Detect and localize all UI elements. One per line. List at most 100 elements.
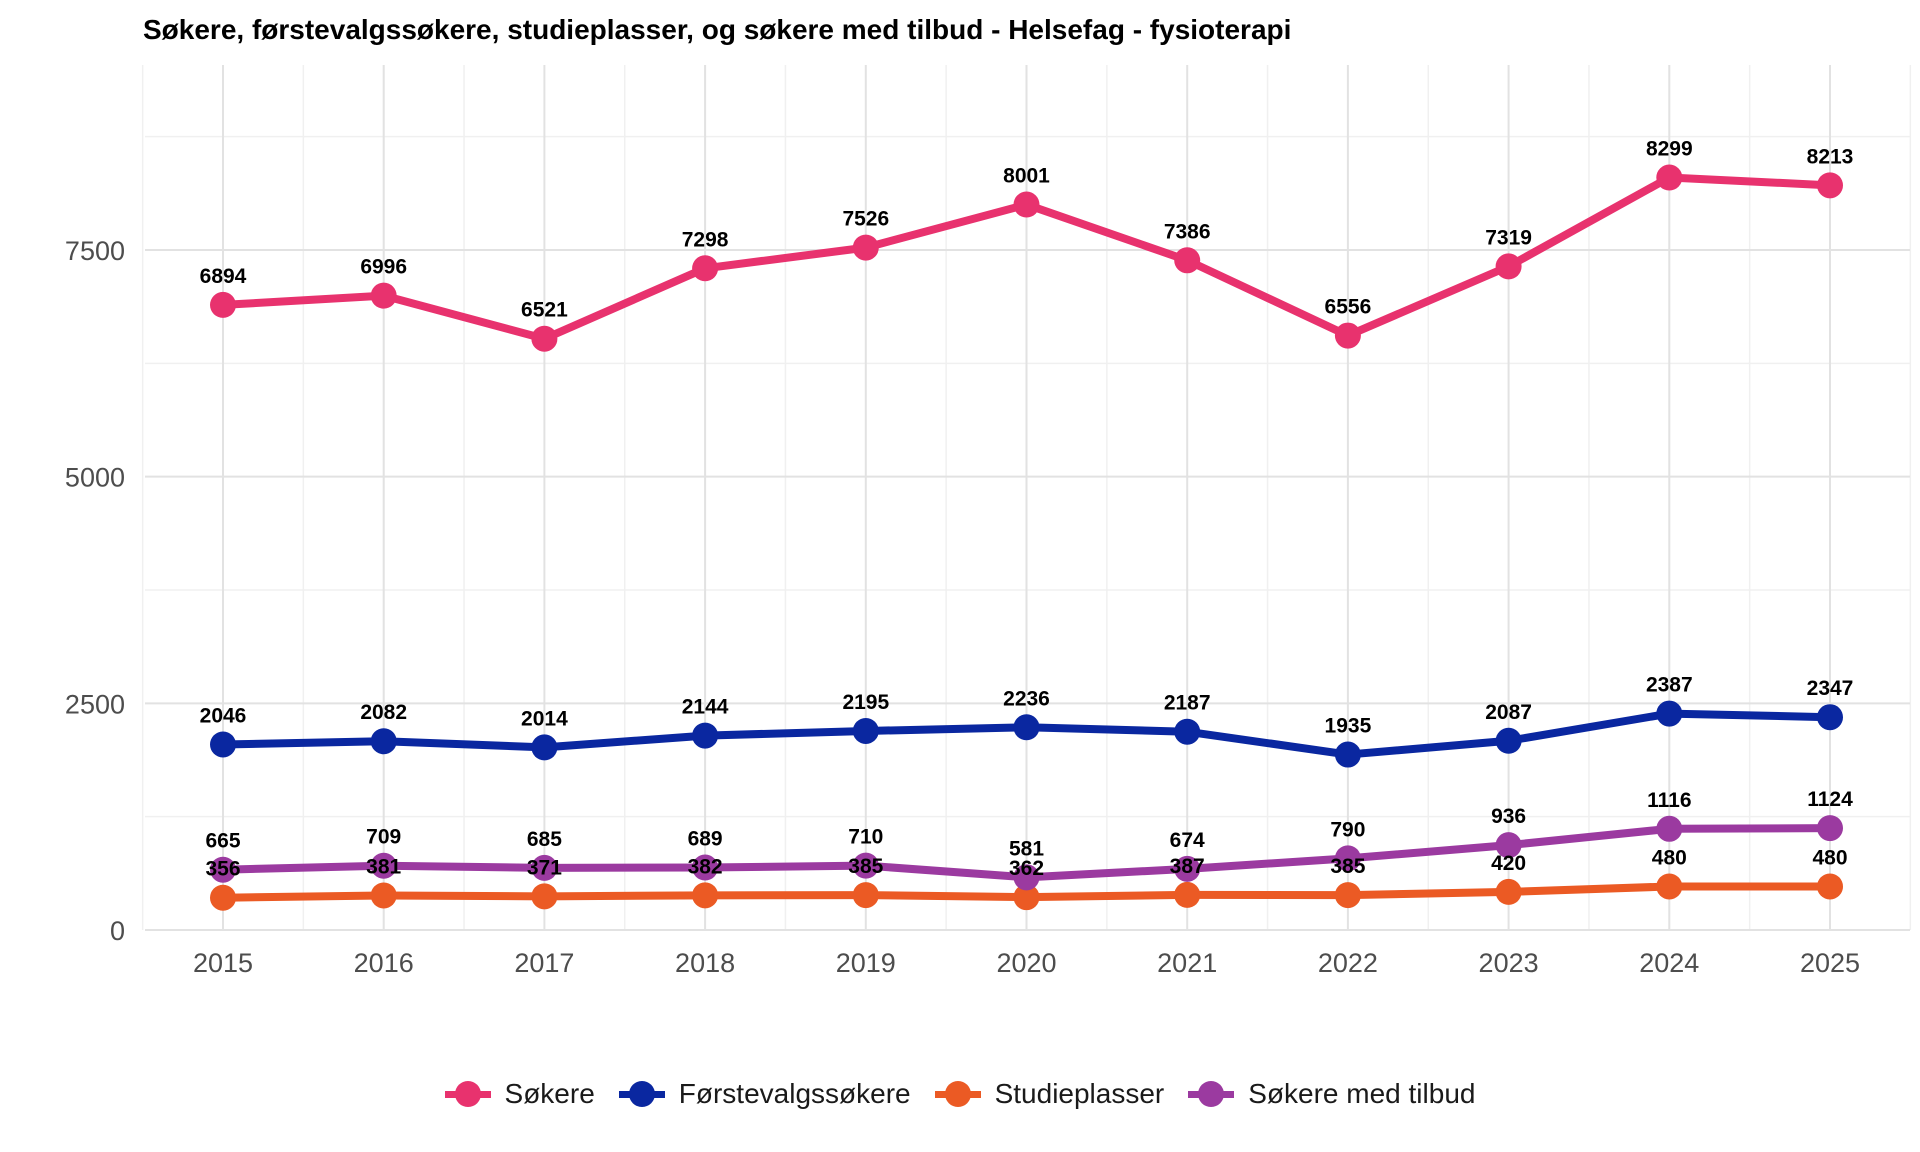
x-tick-label: 2021 — [1157, 948, 1217, 978]
x-tick-label: 2018 — [675, 948, 735, 978]
data-labels: 6894 6996 6521 7298 7526 8001 7386 6556 7319 8299… — [200, 138, 1854, 881]
data-point — [692, 722, 719, 749]
legend-label: Førstevalgssøkere — [678, 1078, 911, 1109]
data-label: 1116 — [1647, 789, 1691, 812]
data-label: 710 — [848, 826, 883, 849]
data-label: 480 — [1812, 846, 1847, 869]
x-axis: 2015 2016 2017 2018 2019 2020 2021 2022 2023 2024… — [193, 948, 1860, 978]
data-point — [1656, 873, 1683, 900]
data-label: 7319 — [1485, 226, 1532, 249]
data-point — [210, 291, 236, 318]
data-point — [1174, 855, 1201, 882]
data-label: 2082 — [360, 701, 407, 724]
y-tick-label: 7500 — [65, 236, 125, 266]
legend-label: Søkere med tilbud — [1248, 1078, 1476, 1109]
data-point — [692, 854, 719, 881]
data-label: 665 — [205, 830, 240, 853]
data-point — [531, 883, 558, 910]
data-point — [852, 852, 879, 879]
data-point — [1817, 172, 1843, 199]
data-label: 381 — [366, 855, 401, 878]
data-point — [1334, 882, 1361, 909]
legend-key — [1188, 1080, 1235, 1108]
data-point — [1013, 864, 1040, 891]
series-points — [210, 164, 1843, 911]
data-point — [531, 325, 558, 352]
data-label: 674 — [1170, 829, 1205, 852]
legend-item: Søkere med tilbud — [1188, 1078, 1475, 1110]
data-label: 2195 — [842, 691, 889, 714]
data-point — [531, 734, 558, 761]
data-point — [692, 882, 719, 909]
data-label: 356 — [205, 858, 240, 881]
data-label: 1935 — [1325, 715, 1372, 738]
data-label: 689 — [688, 828, 723, 851]
data-label: 420 — [1491, 852, 1526, 875]
data-point — [1013, 884, 1040, 911]
legend-key — [934, 1080, 981, 1108]
data-label: 2014 — [521, 707, 568, 730]
data-point — [1334, 322, 1361, 349]
data-point — [1334, 845, 1361, 872]
data-point — [370, 882, 397, 909]
data-label: 581 — [1009, 837, 1044, 860]
data-label: 382 — [688, 855, 723, 878]
x-tick-label: 2020 — [996, 948, 1056, 978]
x-tick-label: 2015 — [193, 948, 253, 978]
data-point — [1817, 873, 1843, 900]
data-label: 936 — [1491, 805, 1526, 828]
data-label: 1124 — [1807, 788, 1853, 811]
x-tick-label: 2025 — [1800, 948, 1860, 978]
data-label: 2087 — [1485, 701, 1532, 724]
x-tick-label: 2017 — [514, 948, 574, 978]
data-point — [1334, 741, 1361, 768]
data-point — [370, 282, 397, 309]
data-label: 8001 — [1003, 165, 1050, 188]
y-axis: 0 2500 5000 7500 — [65, 236, 125, 946]
legend-label: Studieplasser — [994, 1078, 1165, 1109]
y-tick-label: 0 — [110, 916, 125, 946]
y-tick-label: 2500 — [65, 689, 125, 719]
data-point — [1495, 727, 1522, 754]
data-label: 7386 — [1164, 220, 1211, 243]
data-point — [1495, 878, 1522, 905]
data-point — [210, 856, 236, 883]
data-label: 2387 — [1646, 674, 1693, 697]
data-point — [852, 234, 879, 261]
data-point — [1013, 191, 1040, 218]
data-point — [370, 852, 397, 879]
legend: Søkere Førstevalgssøkere Studieplasser Søke… — [0, 1078, 1920, 1110]
data-label: 685 — [527, 828, 562, 851]
data-label: 6556 — [1325, 296, 1372, 319]
data-label: 709 — [366, 826, 401, 849]
data-point — [1656, 164, 1683, 191]
legend-label: Søkere — [504, 1078, 595, 1109]
data-label: 2347 — [1807, 677, 1854, 700]
x-tick-label: 2024 — [1639, 948, 1699, 978]
data-label: 8299 — [1646, 138, 1693, 161]
data-label: 6996 — [360, 256, 407, 279]
x-tick-label: 2019 — [836, 948, 896, 978]
data-point — [370, 728, 397, 755]
data-label: 790 — [1330, 818, 1365, 841]
x-tick-label: 2023 — [1479, 948, 1539, 978]
data-label: 2046 — [200, 704, 247, 727]
legend-item: Studieplasser — [934, 1078, 1165, 1110]
data-point — [210, 884, 236, 911]
legend-item: Førstevalgssøkere — [618, 1078, 911, 1110]
data-point — [692, 255, 719, 282]
data-point — [1495, 832, 1522, 859]
y-tick-label: 5000 — [65, 463, 125, 493]
data-label: 2236 — [1003, 687, 1050, 710]
data-label: 2144 — [682, 696, 729, 719]
data-label: 6894 — [200, 265, 247, 288]
chart-title: Søkere, førstevalgssøkere, studieplasser… — [143, 14, 1292, 45]
data-label: 480 — [1652, 846, 1687, 869]
x-tick-label: 2016 — [354, 948, 414, 978]
line-chart: 0 2500 5000 7500 2015 2016 2017 2018 2019 2020 20… — [65, 65, 1912, 978]
data-point — [1656, 700, 1683, 727]
data-label: 7298 — [682, 228, 729, 251]
data-point — [1817, 815, 1843, 842]
legend-item: Søkere — [444, 1078, 595, 1110]
data-point — [1495, 253, 1522, 280]
